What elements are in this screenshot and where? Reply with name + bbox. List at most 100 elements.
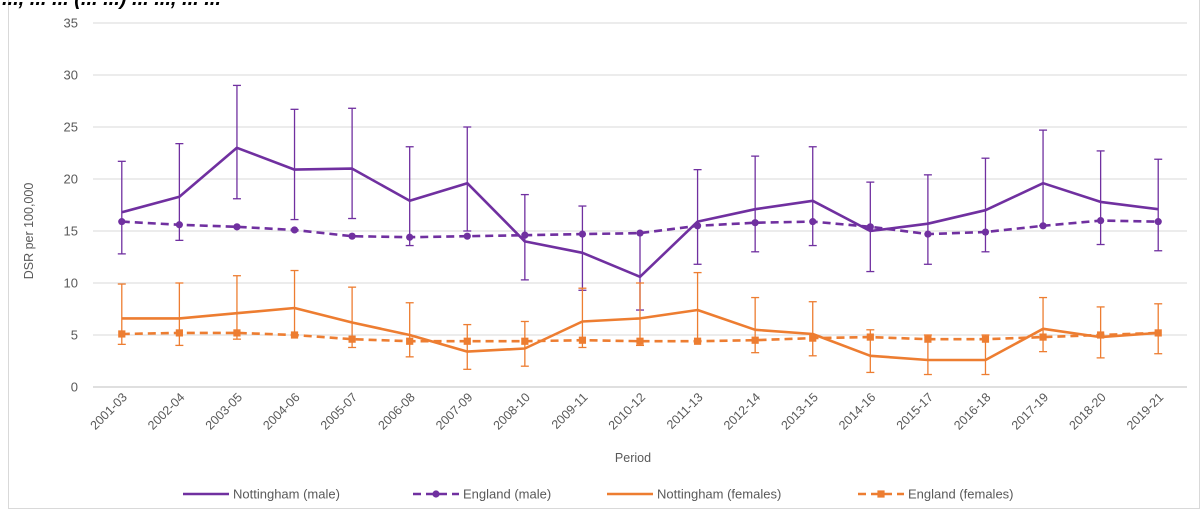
- data-point: [1039, 333, 1047, 341]
- error-bar: [981, 157, 990, 253]
- data-point: [578, 336, 587, 344]
- legend-item: England (male): [413, 487, 551, 502]
- data-point: [924, 335, 932, 343]
- data-point: [751, 336, 759, 344]
- data-point: [866, 333, 874, 341]
- x-tick-label: 2004-06: [260, 390, 302, 432]
- data-point: [981, 228, 990, 236]
- y-tick-label: 5: [71, 328, 78, 343]
- data-point: [521, 337, 529, 345]
- data-point: [636, 337, 644, 345]
- data-point: [175, 329, 183, 337]
- x-tick-label: 2014-16: [836, 390, 878, 432]
- x-tick-label: 2003-05: [203, 390, 245, 432]
- error-bar: [405, 302, 414, 358]
- error-bar: [348, 107, 357, 220]
- series-line: [121, 306, 1159, 362]
- x-tick-label: 2015-17: [894, 390, 936, 432]
- data-point: [578, 230, 587, 238]
- data-point: [290, 331, 299, 339]
- x-axis-title: Period: [615, 451, 651, 465]
- error-bar: [1039, 129, 1048, 227]
- data-point: [1154, 218, 1162, 226]
- y-tick-label: 25: [64, 120, 78, 135]
- error-bar: [117, 160, 126, 255]
- x-tick-label: 2007-09: [433, 390, 475, 432]
- legend-marker: [877, 490, 885, 498]
- legend-label: England (females): [908, 487, 1014, 502]
- error-bar: [290, 269, 299, 336]
- error-bar: [1154, 158, 1163, 252]
- legend: Nottingham (male) England (male) Nottingha…: [183, 487, 1014, 502]
- data-point: [463, 232, 471, 240]
- data-point: [118, 330, 126, 338]
- error-bar: [751, 296, 760, 354]
- data-point: [866, 223, 874, 231]
- legend-item: Nottingham (females): [607, 487, 781, 502]
- x-tick-label: 2018-20: [1066, 390, 1108, 432]
- data-point: [348, 335, 356, 343]
- data-point: [521, 231, 529, 239]
- x-tick-label: 2005-07: [318, 390, 360, 432]
- x-tick-label: 2010-12: [606, 390, 648, 432]
- data-point: [636, 229, 644, 237]
- x-tick-label: 2017-19: [1009, 390, 1051, 432]
- error-bar: [232, 84, 241, 200]
- error-bar: [463, 323, 472, 370]
- y-tick-label: 10: [64, 276, 78, 291]
- x-tick-label: 2006-08: [375, 390, 417, 432]
- error-bar: [1039, 296, 1048, 353]
- x-tick-label: 2002-04: [145, 390, 187, 432]
- error-bar: [1096, 150, 1105, 246]
- y-tick-label: 35: [64, 16, 78, 31]
- data-point: [1154, 329, 1162, 337]
- error-bar: [808, 301, 817, 357]
- y-axis-title: DSR per 100,000: [22, 183, 36, 280]
- data-point: [175, 221, 183, 229]
- error-bar: [1154, 303, 1163, 355]
- x-tick-label: 2013-15: [779, 390, 821, 432]
- data-point: [118, 218, 126, 226]
- x-tick-label: 2016-18: [951, 390, 993, 432]
- data-point: [233, 223, 241, 231]
- data-point: [809, 334, 817, 342]
- x-tick-label: 2001-03: [88, 390, 130, 432]
- y-tick-label: 0: [71, 380, 78, 395]
- series-line: [121, 146, 1159, 279]
- legend-label: England (male): [463, 487, 551, 502]
- data-point: [348, 232, 356, 240]
- x-tick-label: 2008-10: [491, 390, 533, 432]
- error-bar: [693, 168, 702, 265]
- chart-frame: [8, 0, 1200, 509]
- error-bar: [751, 155, 760, 253]
- data-point: [1097, 217, 1105, 225]
- data-point: [809, 218, 817, 226]
- error-bar: [290, 108, 299, 221]
- legend-item: England (females): [858, 487, 1014, 502]
- chart-title-cropped: ..., ... ... (... ...) ... ..., ... ...: [2, 0, 221, 11]
- y-tick-label: 15: [64, 224, 78, 239]
- y-tick-label: 30: [64, 68, 78, 83]
- data-point: [693, 337, 702, 345]
- data-point: [981, 335, 990, 343]
- y-tick-label: 20: [64, 172, 78, 187]
- error-bar: [636, 282, 644, 347]
- error-bar: [232, 275, 241, 340]
- x-tick-labels: 2001-03 2002-04 2003-05 2004-06 2005-07 2006-…: [88, 390, 1167, 432]
- data-point: [693, 222, 702, 230]
- x-tick-label: 2011-13: [664, 390, 706, 432]
- error-bar: [405, 146, 414, 247]
- x-tick-label: 2009-11: [549, 390, 591, 432]
- error-bar: [578, 205, 587, 291]
- data-point: [1039, 222, 1047, 230]
- data-point: [406, 337, 414, 345]
- legend-marker: [432, 490, 440, 498]
- data-point: [406, 233, 414, 241]
- data-point: [751, 219, 759, 227]
- data-point: [290, 226, 299, 234]
- error-bar: [923, 174, 932, 265]
- data-point: [233, 329, 241, 337]
- legend-label: Nottingham (females): [657, 487, 781, 502]
- error-bar: [463, 126, 472, 232]
